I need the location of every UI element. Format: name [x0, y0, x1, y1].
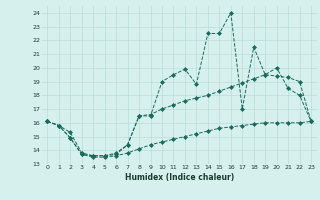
X-axis label: Humidex (Indice chaleur): Humidex (Indice chaleur) [124, 173, 234, 182]
